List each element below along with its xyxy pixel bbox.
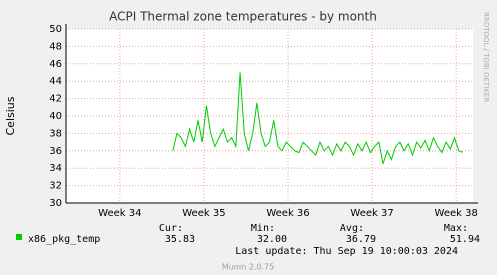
y-tick-label: 50 — [49, 24, 62, 35]
last-update: Last update: Thu Sep 19 10:00:03 2024 — [235, 246, 458, 257]
side-text: RRDTOOL / TOBI OETIKER — [482, 12, 490, 102]
x-tick-label: Week 38 — [435, 208, 478, 219]
legend-swatch — [16, 234, 22, 240]
chart-title: ACPI Thermal zone temperatures - by mont… — [109, 10, 377, 24]
y-tick-label: 34 — [49, 163, 62, 174]
y-tick-label: 36 — [49, 146, 62, 157]
y-tick-label: 30 — [49, 198, 62, 209]
y-tick-label: 48 — [49, 41, 62, 52]
y-axis-label: Celsius — [4, 96, 17, 135]
legend-header: Max: — [444, 223, 468, 234]
y-tick-label: 38 — [49, 128, 62, 139]
x-tick-label: Week 37 — [350, 208, 393, 219]
legend-value: 35.83 — [165, 234, 195, 245]
x-tick-label: Week 34 — [98, 208, 141, 219]
legend-label: x86_pkg_temp — [28, 234, 100, 245]
y-tick-label: 44 — [49, 76, 62, 87]
data-line — [172, 72, 464, 165]
legend-header: Cur: — [159, 223, 183, 234]
footer: Munin 2.0.75 — [222, 263, 274, 272]
x-tick-label: Week 36 — [266, 208, 309, 219]
legend-value: 51.94 — [450, 234, 480, 245]
y-tick-label: 40 — [49, 111, 62, 122]
legend-value: 36.79 — [346, 234, 376, 245]
legend-value: 32.00 — [257, 234, 287, 245]
y-tick-label: 46 — [49, 59, 62, 70]
y-tick-label: 32 — [49, 181, 62, 192]
legend-header: Min: — [251, 223, 275, 234]
x-tick-label: Week 35 — [182, 208, 225, 219]
legend-header: Avg: — [340, 223, 364, 234]
y-tick-label: 42 — [49, 94, 62, 105]
